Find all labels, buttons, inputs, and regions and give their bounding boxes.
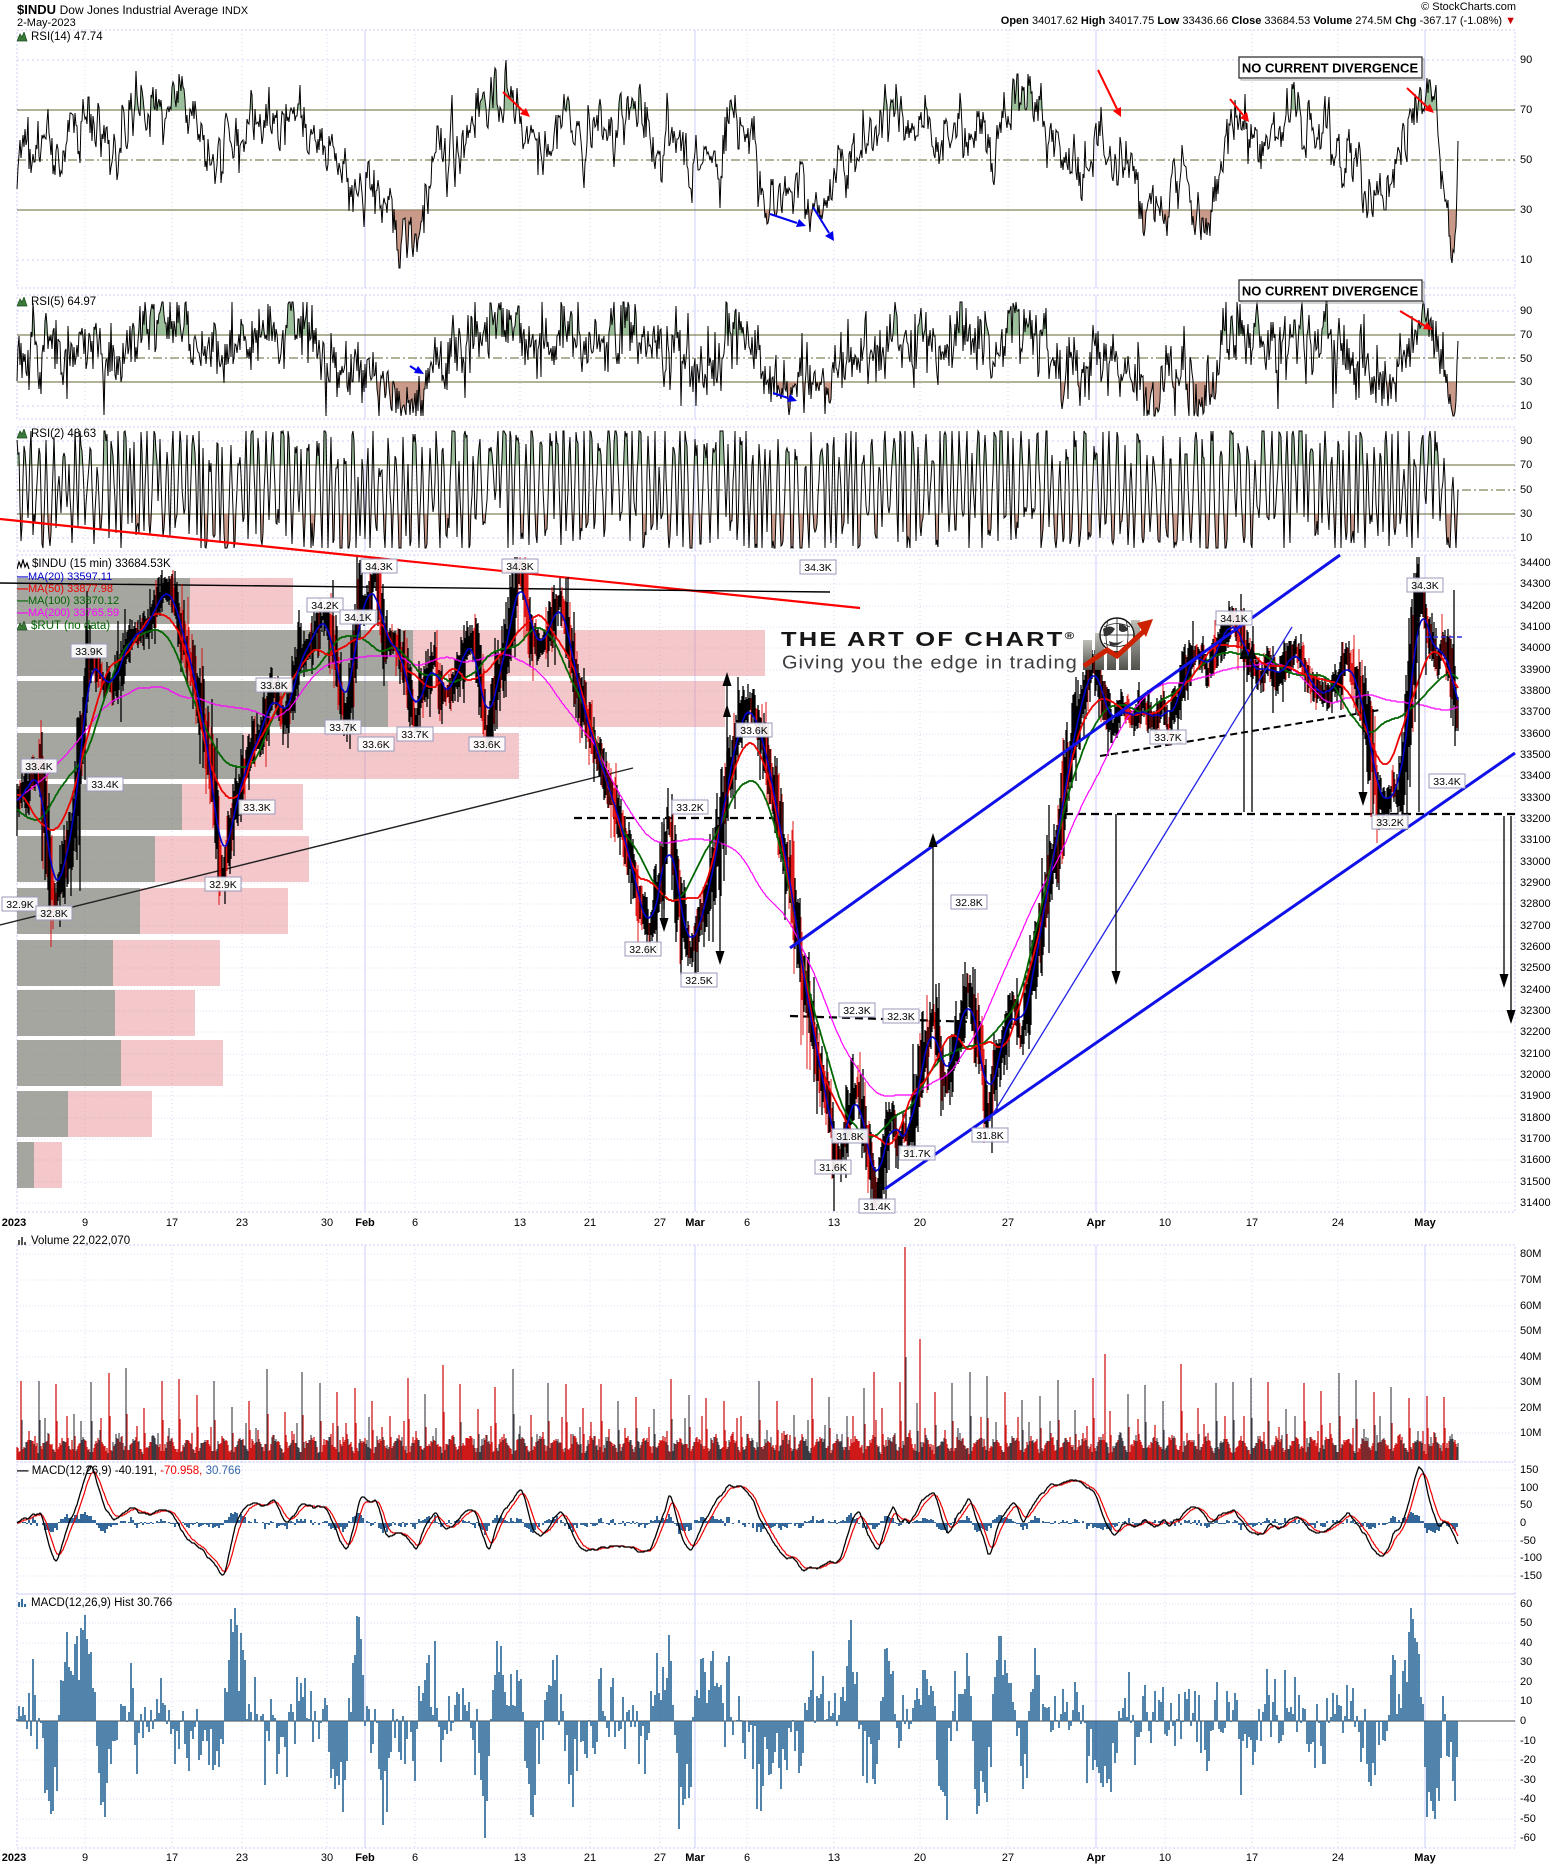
svg-text:33.6K: 33.6K	[473, 739, 500, 751]
svg-text:32.8K: 32.8K	[40, 908, 67, 920]
svg-text:33.6K: 33.6K	[362, 739, 389, 751]
svg-text:34.2K: 34.2K	[311, 600, 338, 612]
svg-text:32.6K: 32.6K	[629, 944, 656, 956]
svg-text:33.4K: 33.4K	[91, 779, 118, 791]
svg-text:31.8K: 31.8K	[836, 1131, 863, 1143]
svg-text:31.8K: 31.8K	[976, 1130, 1003, 1142]
svg-text:32.3K: 32.3K	[843, 1005, 870, 1017]
svg-text:31.6K: 31.6K	[819, 1162, 846, 1174]
svg-text:33.6K: 33.6K	[740, 725, 767, 737]
svg-text:34.3K: 34.3K	[804, 562, 831, 574]
svg-text:33.4K: 33.4K	[25, 761, 52, 773]
svg-text:32.9K: 32.9K	[6, 899, 33, 911]
svg-text:33.7K: 33.7K	[1154, 732, 1181, 744]
svg-text:NO CURRENT DIVERGENCE: NO CURRENT DIVERGENCE	[1242, 284, 1419, 299]
svg-text:33.2K: 33.2K	[676, 802, 703, 814]
svg-text:33.7K: 33.7K	[401, 729, 428, 741]
svg-text:33.2K: 33.2K	[1376, 817, 1403, 829]
svg-text:31.4K: 31.4K	[863, 1201, 890, 1213]
svg-text:33.4K: 33.4K	[1433, 776, 1460, 788]
svg-text:34.3K: 34.3K	[1411, 580, 1438, 592]
svg-text:34.1K: 34.1K	[1220, 613, 1247, 625]
svg-text:33.9K: 33.9K	[75, 646, 102, 658]
svg-text:32.9K: 32.9K	[209, 879, 236, 891]
svg-text:34.1K: 34.1K	[344, 612, 371, 624]
svg-text:NO CURRENT DIVERGENCE: NO CURRENT DIVERGENCE	[1242, 61, 1419, 76]
svg-text:34.3K: 34.3K	[506, 561, 533, 573]
svg-text:33.7K: 33.7K	[329, 722, 356, 734]
svg-text:33.3K: 33.3K	[243, 802, 270, 814]
svg-text:32.8K: 32.8K	[955, 897, 982, 909]
svg-text:32.3K: 32.3K	[887, 1011, 914, 1023]
svg-text:32.5K: 32.5K	[685, 975, 712, 987]
svg-text:34.3K: 34.3K	[365, 561, 392, 573]
svg-text:33.8K: 33.8K	[260, 680, 287, 692]
svg-text:31.7K: 31.7K	[903, 1148, 930, 1160]
